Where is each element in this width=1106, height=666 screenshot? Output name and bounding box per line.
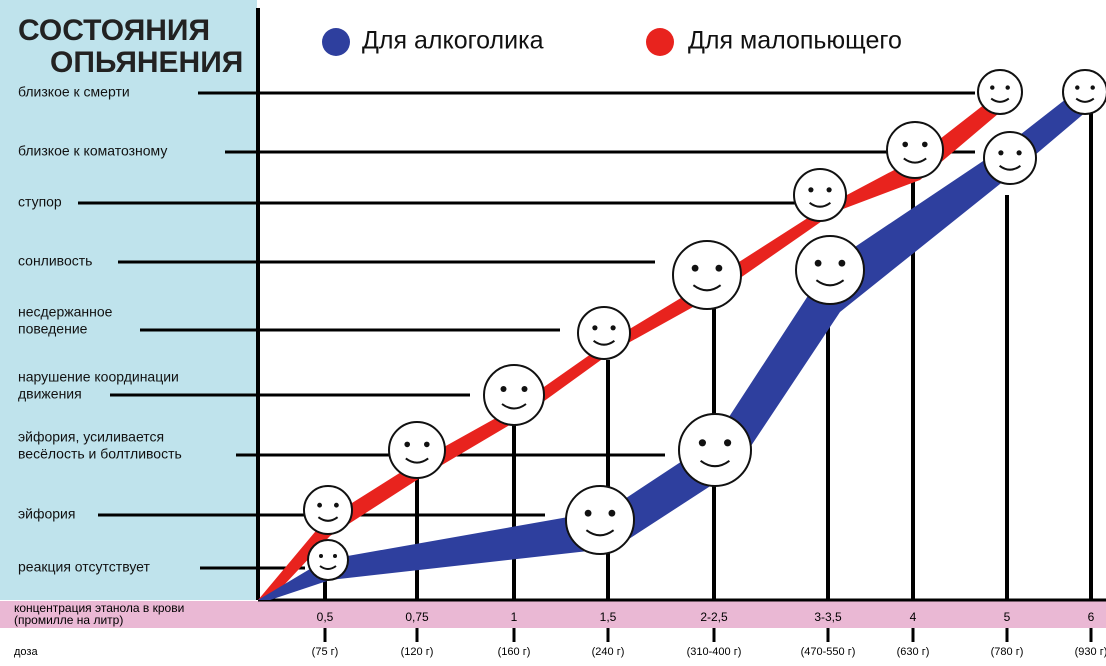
- face-eye: [699, 439, 706, 446]
- face-eye: [404, 442, 410, 448]
- face: [679, 414, 751, 486]
- state-label: несдержанное: [18, 304, 113, 320]
- concentration-value: 4: [910, 610, 917, 624]
- face-eye: [839, 260, 846, 267]
- dose-value: (240 г): [592, 646, 625, 658]
- state-label: близкое к коматозному: [18, 143, 167, 159]
- face-eye: [611, 325, 616, 330]
- dose-value: (75 г): [312, 646, 339, 658]
- alcoholic-band: [258, 88, 1100, 600]
- face: [308, 540, 348, 580]
- face-eye: [592, 325, 597, 330]
- face-eye: [827, 187, 832, 192]
- concentration-value: 3-3,5: [814, 610, 842, 624]
- face: [304, 486, 352, 534]
- concentration-value: 1,5: [600, 610, 617, 624]
- face-eye: [692, 265, 699, 272]
- face-eye: [808, 187, 813, 192]
- face-eye: [922, 142, 928, 148]
- dose-value: (160 г): [498, 646, 531, 658]
- face-eye: [724, 439, 731, 446]
- concentration-value: 6: [1088, 610, 1095, 624]
- face-eye: [609, 510, 616, 517]
- infographic: СОСТОЯНИЯ ОПЬЯНЕНИЯ Для алкоголика Для м…: [0, 0, 1106, 661]
- page: {"header": {"title": ["СОСТОЯНИЯ", "ОПЬЯ…: [0, 0, 1106, 661]
- face-eye: [333, 554, 337, 558]
- dose-value: (780 г): [991, 646, 1024, 658]
- face: [978, 70, 1022, 114]
- title: СОСТОЯНИЯ: [18, 14, 210, 47]
- face: [566, 486, 634, 554]
- legend-swatch: [322, 28, 350, 56]
- face-eye: [522, 386, 528, 392]
- face-eye: [334, 503, 339, 508]
- dose-value: (310-400 г): [687, 646, 742, 658]
- concentration-value: 5: [1004, 610, 1011, 624]
- title: ОПЬЯНЕНИЯ: [50, 46, 243, 79]
- legend-label: Для малопьющего: [688, 27, 902, 55]
- face: [794, 169, 846, 221]
- face: [796, 236, 864, 304]
- concentration-value: 1: [511, 610, 518, 624]
- face: [389, 422, 445, 478]
- state-label: движения: [18, 386, 82, 402]
- concentration-value: 0,5: [317, 610, 334, 624]
- state-label: поведение: [18, 321, 88, 337]
- face-eye: [716, 265, 723, 272]
- face-eye: [1091, 85, 1095, 89]
- face-eye: [585, 510, 592, 517]
- state-label: эйфория, усиливается: [18, 429, 164, 445]
- dose-value: (470-550 г): [801, 646, 856, 658]
- face-eye: [990, 85, 994, 89]
- face-eye: [1075, 85, 1079, 89]
- face-eye: [1017, 150, 1022, 155]
- legend-swatch: [646, 28, 674, 56]
- face: [484, 365, 544, 425]
- legend-label: Для алкоголика: [362, 27, 544, 55]
- face-eye: [1006, 85, 1010, 89]
- state-label: близкое к смерти: [18, 84, 130, 100]
- face: [1063, 70, 1106, 114]
- face-eye: [902, 142, 908, 148]
- face-eye: [319, 554, 323, 558]
- state-label: сонливость: [18, 253, 92, 269]
- state-label: нарушение координации: [18, 369, 179, 385]
- state-label: весёлость и болтливость: [18, 446, 182, 462]
- face: [887, 122, 943, 178]
- face-eye: [815, 260, 822, 267]
- face: [984, 132, 1036, 184]
- dose-value: (120 г): [401, 646, 434, 658]
- state-label: ступор: [18, 194, 62, 210]
- concentration-value: 0,75: [405, 610, 429, 624]
- concentration-label: (промилле на литр): [14, 613, 123, 627]
- face-eye: [317, 503, 322, 508]
- dose-value: (630 г): [897, 646, 930, 658]
- face-eye: [501, 386, 507, 392]
- dose-label: доза: [14, 646, 38, 658]
- face-eye: [998, 150, 1003, 155]
- dose-value: (930 г): [1075, 646, 1106, 658]
- face: [578, 307, 630, 359]
- face: [673, 241, 741, 309]
- state-label: эйфория: [18, 506, 75, 522]
- face-eye: [424, 442, 430, 448]
- state-label: реакция отсутствует: [18, 559, 150, 575]
- concentration-value: 2-2,5: [700, 610, 728, 624]
